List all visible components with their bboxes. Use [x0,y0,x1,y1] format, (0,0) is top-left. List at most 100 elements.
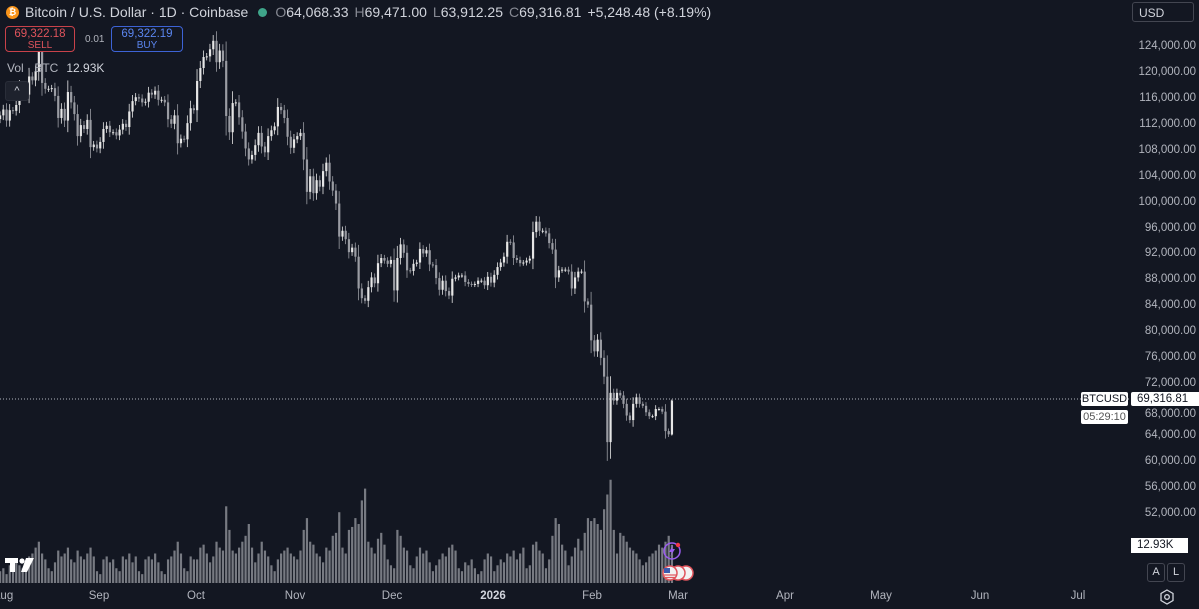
volume-bar [228,529,231,583]
volume-bar [128,553,131,583]
volume-bar [425,550,428,583]
volume-bar [92,556,95,583]
candle-body [580,271,583,273]
log-scale-button[interactable]: L [1167,563,1185,582]
candle-body [363,298,367,301]
candle-body [244,131,247,149]
candle-body [557,270,560,278]
candle-body [638,397,641,404]
candle-body [454,277,457,279]
volume-bar [373,553,376,583]
candle-body [176,115,179,144]
volume-bar [641,565,644,583]
volume-bar [309,541,312,583]
volume-bar [82,559,86,583]
settings-gear-icon[interactable] [1159,589,1175,605]
candle-body [661,409,664,412]
volume-bar [389,565,393,583]
time-tick-label: Mar [668,590,688,602]
candle-body [79,125,82,137]
auto-scale-button[interactable]: A [1147,563,1165,582]
candle-body [496,267,499,275]
volume-bar [528,565,531,583]
volume-bar [477,574,480,583]
candle-body [63,108,66,121]
volume-bar [657,544,661,583]
volume-bar [296,559,299,583]
volume-bar [302,529,305,583]
close-value: 69,316.81 [519,4,582,20]
candle-body [606,376,609,443]
volume-bar [34,547,37,583]
volume-bar [457,568,460,583]
price-tick-label: 88,000.00 [1144,273,1196,286]
volume-bar [166,559,170,583]
candle-body [447,291,451,296]
volume-bar [205,553,208,583]
volume-bar [305,518,309,583]
volume-bar [363,488,367,583]
candle-body [418,248,422,263]
volume-bar [141,574,144,583]
candle-body [11,110,15,112]
volume-bar [496,565,499,583]
volume-bar [383,544,386,583]
candle-body [115,132,118,136]
volume-bar [567,565,570,583]
volume-bar [286,547,289,583]
volume-bar [612,529,615,583]
volume-bar [580,550,583,583]
volume-bar [86,553,89,583]
candle-body [451,278,454,296]
volume-bar [154,553,157,583]
candle-body [170,119,173,124]
candle-body [208,49,212,57]
volume-bar [354,518,357,583]
candle-body [228,116,231,133]
buy-button[interactable]: 69,322.19 BUY [111,26,183,52]
volume-bar [454,550,457,583]
candle-body [102,128,105,142]
price-chart[interactable] [0,0,1130,586]
sell-button[interactable]: 69,322.18 SELL [5,26,75,52]
economic-events[interactable] [660,540,700,584]
lightning-event-icon[interactable] [663,542,681,560]
candle-body [583,271,586,302]
volume-bar [596,524,599,583]
candle-body [325,162,328,172]
candle-body [118,129,121,136]
candle-body [519,259,522,264]
tradingview-logo-icon [5,558,34,572]
us-flag-event-icons[interactable] [662,565,694,581]
price-tick-label: 76,000.00 [1144,351,1196,364]
candle-body [380,257,383,264]
high-label: H [354,4,365,20]
volume-bar [645,562,648,583]
candle-body [586,301,590,305]
volume-bar [11,562,15,583]
symbol-title[interactable]: Bitcoin / U.S. Dollar · 1D · Coinbase [25,4,249,20]
candle-body [573,277,577,289]
candle-body [179,138,183,144]
candle-body [53,88,57,96]
candle-body [596,339,599,352]
candle-body [386,260,389,264]
candle-body [486,276,489,286]
candle-body [34,71,37,81]
tradingview-logo[interactable] [5,557,37,578]
currency-select[interactable]: USD [1132,2,1194,22]
volume-bar [483,559,486,583]
volume-bar [554,518,557,583]
candle-body [593,340,596,352]
candle-body [667,431,670,435]
candle-body [322,171,325,187]
volume-bar [160,571,163,583]
candle-body [31,76,34,81]
volume-legend[interactable]: Vol · BTC 12.93K [7,61,104,75]
collapse-legend-button[interactable]: ^ [5,81,29,101]
volume-bar [473,568,477,583]
volume-bar [70,559,73,583]
volume-bar [254,562,257,583]
candle-body [189,108,192,124]
volume-bar [225,506,228,583]
